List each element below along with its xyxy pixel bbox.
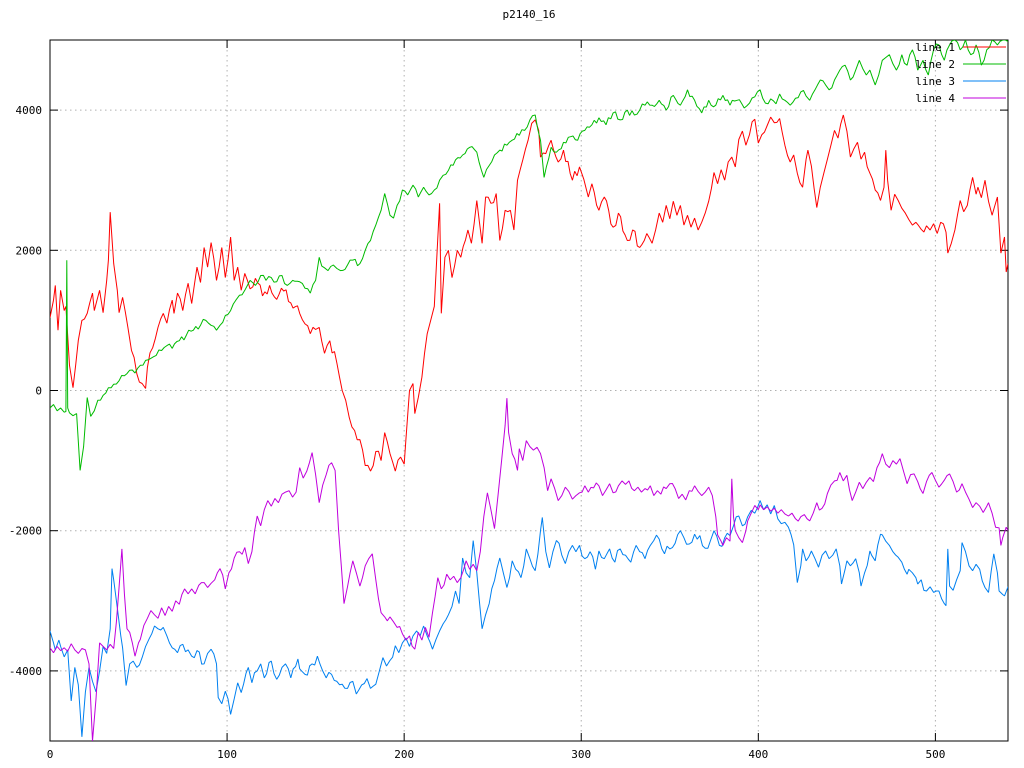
y-tick-label: -4000 (9, 665, 42, 678)
x-tick-label: 100 (217, 748, 237, 761)
series-line-1 (50, 114, 1008, 472)
x-tick-label: 500 (925, 748, 945, 761)
chart-title: p2140_16 (502, 8, 556, 21)
y-tick-label: -2000 (9, 525, 42, 538)
x-tick-label: 0 (47, 748, 54, 761)
legend-label-line-4: line 4 (915, 92, 955, 105)
x-tick-label: 200 (394, 748, 414, 761)
plot-border (49, 39, 1009, 742)
x-tick-label: 400 (748, 748, 768, 761)
series-line-2 (50, 40, 1008, 471)
y-tick-label: 4000 (16, 104, 43, 117)
series-line-4 (50, 398, 1008, 741)
series-line-3 (50, 500, 1008, 737)
y-tick-label: 0 (35, 385, 42, 398)
x-tick-label: 300 (571, 748, 591, 761)
legend-label-line-2: line 2 (915, 58, 955, 71)
legend-label-line-3: line 3 (915, 75, 955, 88)
legend-label-line-1: line 1 (915, 41, 955, 54)
y-tick-label: 2000 (16, 244, 43, 257)
